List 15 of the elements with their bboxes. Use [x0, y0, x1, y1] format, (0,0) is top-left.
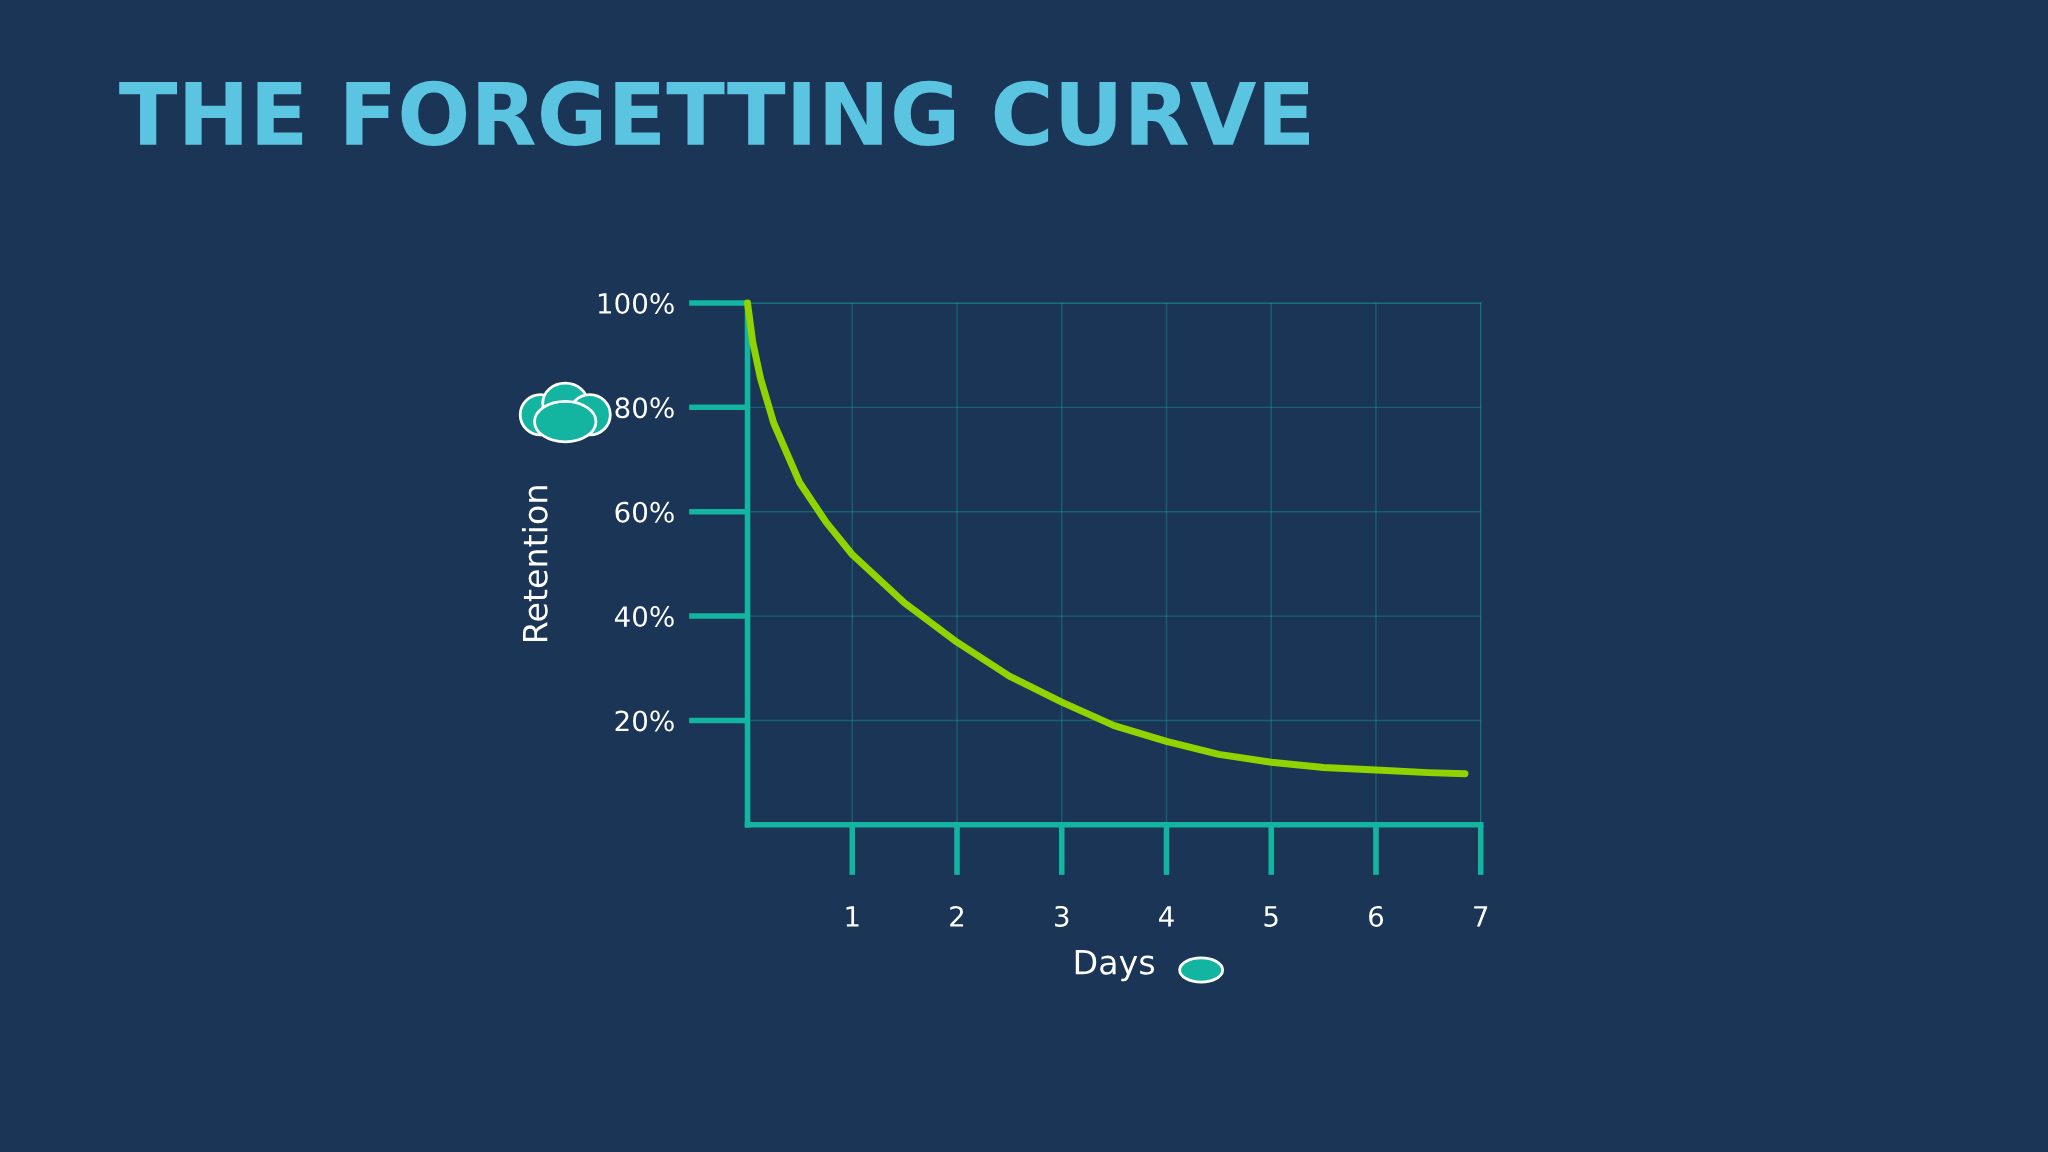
- y-tick-label: 80%: [615, 397, 674, 419]
- x-tick-label: 6: [1369, 905, 1384, 927]
- x-axis-title: Days: [1075, 949, 1155, 982]
- y-axis-title: Retention: [521, 486, 548, 641]
- y-tick-label: 60%: [615, 501, 674, 523]
- y-tick-label: 20%: [615, 710, 674, 732]
- x-tick-label: 7: [1474, 906, 1488, 927]
- x-tick-label: 4: [1159, 906, 1174, 927]
- x-tick-label: 2: [950, 905, 964, 927]
- x-tick-label: 3: [1055, 905, 1069, 927]
- y-tick-label: 40%: [614, 606, 674, 628]
- x-tick-label: 1: [846, 906, 859, 927]
- x-tick-label: 5: [1264, 906, 1278, 927]
- chart-title: THE FORGETTING CURVE: [119, 80, 1309, 146]
- y-tick-label: 100%: [598, 292, 674, 314]
